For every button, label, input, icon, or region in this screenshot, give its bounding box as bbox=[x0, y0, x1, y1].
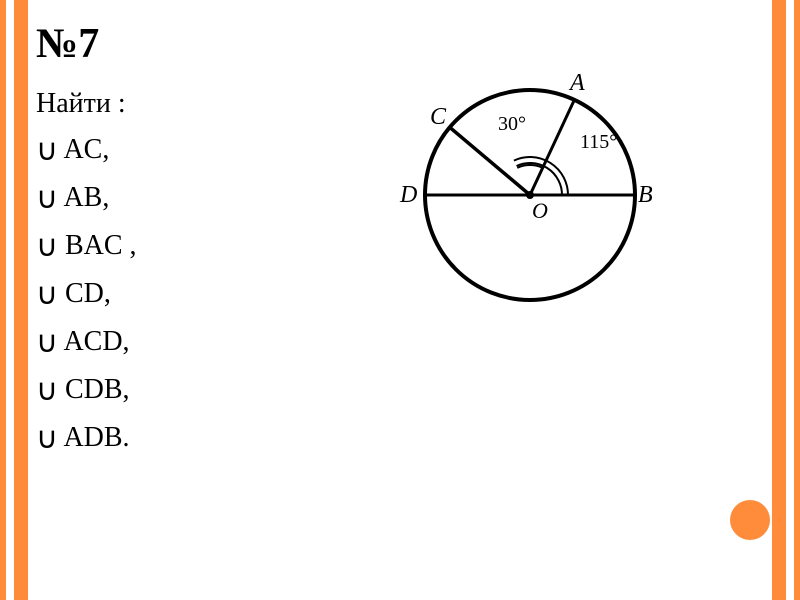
label-b: B bbox=[638, 182, 653, 208]
arc-symbol: ∪ bbox=[36, 175, 58, 223]
arc-symbol: ∪ bbox=[36, 271, 58, 319]
label-o: O bbox=[532, 198, 548, 223]
circle-diagram: A B C D O 30° 115° bbox=[390, 50, 670, 320]
stripe-bar bbox=[794, 0, 800, 600]
arc-symbol: ∪ bbox=[36, 319, 58, 367]
label-a: A bbox=[568, 70, 585, 96]
arc-label: AC, bbox=[63, 134, 109, 165]
nav-dot-icon[interactable] bbox=[730, 500, 770, 540]
radius-oc bbox=[450, 127, 530, 195]
angle-30-text: 30° bbox=[498, 113, 526, 135]
arc-label: ACD, bbox=[63, 326, 129, 357]
diagram-svg: A B C D O 30° 115° bbox=[390, 50, 670, 320]
arc-symbol: ∪ bbox=[36, 415, 58, 463]
arc-symbol: ∪ bbox=[36, 223, 58, 271]
arc-label: CDB, bbox=[65, 374, 130, 405]
left-accent-stripe bbox=[0, 0, 28, 600]
angle-arc-30 bbox=[517, 165, 542, 168]
find-item: ∪ CDB, bbox=[36, 367, 756, 415]
label-d: D bbox=[399, 182, 417, 208]
find-item: ∪ ADB. bbox=[36, 415, 756, 463]
radius-oa bbox=[530, 100, 574, 195]
arc-label: BAC , bbox=[65, 230, 137, 261]
arc-symbol: ∪ bbox=[36, 367, 58, 415]
arc-label: AB, bbox=[63, 182, 109, 213]
arc-label: CD, bbox=[65, 278, 111, 309]
stripe-bar bbox=[6, 0, 14, 600]
find-item: ∪ ACD, bbox=[36, 319, 756, 367]
arc-label: ADB. bbox=[63, 422, 129, 453]
arc-symbol: ∪ bbox=[36, 127, 58, 175]
angle-115-text: 115° bbox=[580, 131, 617, 153]
stripe-bar bbox=[772, 0, 786, 600]
stripe-bar bbox=[786, 0, 794, 600]
right-accent-stripe bbox=[772, 0, 800, 600]
label-c: C bbox=[430, 104, 447, 130]
stripe-bar bbox=[14, 0, 28, 600]
